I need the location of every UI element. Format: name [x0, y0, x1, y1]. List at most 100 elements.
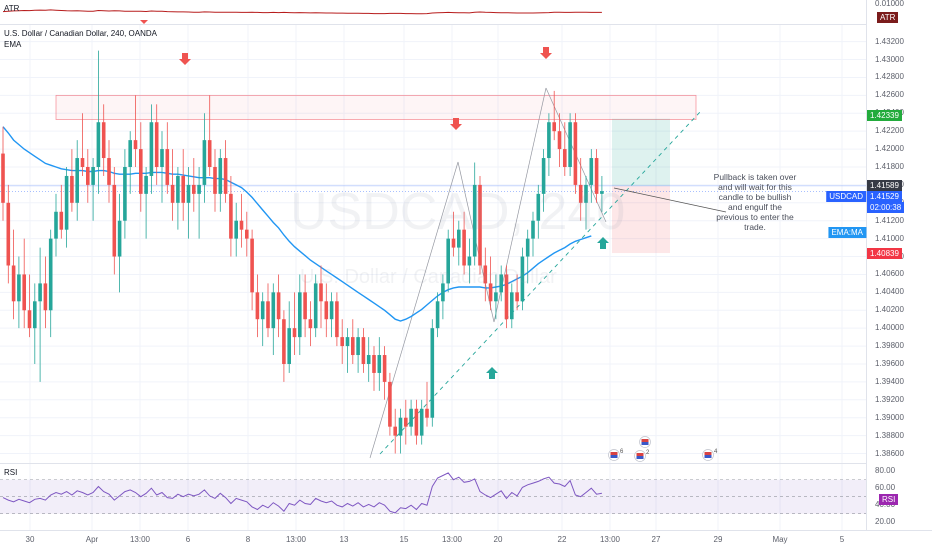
ema-line[interactable] [2, 126, 592, 322]
candle-body[interactable] [557, 131, 562, 150]
candle-body[interactable] [149, 122, 154, 176]
candle-body[interactable] [494, 292, 498, 302]
candle-body[interactable] [17, 274, 21, 302]
candle-body[interactable] [112, 184, 117, 257]
candle-body[interactable] [414, 408, 419, 436]
candle-body[interactable] [75, 158, 79, 203]
candle-body[interactable] [197, 184, 201, 194]
candle-body[interactable] [160, 149, 164, 167]
candle-body[interactable] [298, 292, 302, 338]
candle-body[interactable] [313, 283, 318, 329]
candle-body[interactable] [462, 229, 466, 266]
candle-body[interactable] [319, 283, 323, 302]
candle-body[interactable] [117, 220, 122, 257]
candle-body[interactable] [186, 184, 191, 203]
economic-event-count[interactable]: 6 [620, 449, 624, 455]
economic-event-count[interactable]: 4 [714, 449, 718, 455]
candle-body[interactable] [144, 175, 148, 194]
candle-body[interactable] [96, 122, 101, 167]
candle-body[interactable] [552, 122, 556, 132]
pattern-line[interactable] [369, 161, 459, 459]
candle-body[interactable] [154, 122, 159, 167]
candle-body[interactable] [547, 122, 551, 159]
candle-body[interactable] [563, 149, 567, 167]
candle-body[interactable] [356, 337, 360, 356]
candle-body[interactable] [393, 426, 397, 436]
candle-body[interactable] [48, 238, 53, 311]
candle-body[interactable] [467, 256, 472, 266]
candle-body[interactable] [430, 328, 435, 418]
sell-signal-arrow-icon[interactable] [450, 118, 462, 130]
candle-body[interactable] [510, 292, 514, 320]
candle-body[interactable] [388, 381, 392, 427]
atr-marker-icon[interactable] [140, 20, 148, 24]
buy-signal-arrow-icon[interactable] [486, 367, 498, 379]
candle-body[interactable] [457, 229, 461, 248]
rsi-line[interactable] [2, 472, 602, 514]
economic-event-flag-icon[interactable] [636, 456, 644, 459]
candle-body[interactable] [11, 265, 16, 302]
candle-body[interactable] [525, 238, 530, 257]
candle-body[interactable] [324, 301, 329, 320]
candle-body[interactable] [594, 158, 599, 194]
trendline-dashed[interactable] [379, 111, 701, 455]
candle-body[interactable] [59, 211, 64, 230]
candle-body[interactable] [292, 328, 297, 338]
candle-body[interactable] [488, 283, 493, 302]
candle-body[interactable] [170, 184, 175, 203]
candle-body[interactable] [6, 202, 11, 266]
trade-annotation-note[interactable]: Pullback is taken over and will wait for… [713, 172, 797, 232]
position-loss-zone[interactable] [612, 185, 670, 254]
candle-body[interactable] [139, 149, 143, 194]
candle-body[interactable] [64, 175, 69, 230]
candle-body[interactable] [133, 140, 138, 150]
candle-body[interactable] [27, 310, 32, 329]
time-axis[interactable]: 30 Apr 13:00 6 8 13:00 13 15 13:00 20 22 13:00 27 29 M… [0, 530, 932, 550]
candle-body[interactable] [404, 417, 408, 427]
price-axis[interactable]: 0.01000 1.43200 1.43000 1.42800 1.42600 1.42… [866, 0, 932, 530]
candle-body[interactable] [255, 292, 260, 320]
candle-body[interactable] [520, 256, 525, 302]
candle-body[interactable] [181, 175, 185, 203]
candle-body[interactable] [202, 140, 207, 185]
rsi-pane-divider[interactable] [0, 463, 932, 464]
candle-body[interactable] [38, 283, 42, 302]
candle-body[interactable] [260, 301, 265, 320]
economic-event-flag-icon[interactable] [636, 453, 644, 456]
candle-body[interactable] [377, 355, 382, 373]
economic-event-flag-icon[interactable] [641, 439, 649, 442]
symbol-title[interactable]: U.S. Dollar / Canadian Dollar, 240, OAND… [4, 29, 157, 38]
candle-body[interactable] [446, 238, 450, 284]
candle-body[interactable] [589, 158, 594, 185]
candle-body[interactable] [239, 220, 244, 230]
candle-body[interactable] [435, 301, 440, 329]
candle-body[interactable] [245, 229, 249, 239]
candle-body[interactable] [372, 355, 376, 373]
annotation-pointer-line[interactable] [613, 187, 727, 213]
candle-body[interactable] [303, 292, 307, 320]
candle-body[interactable] [541, 158, 546, 194]
candle-body[interactable] [218, 158, 223, 194]
candle-body[interactable] [123, 166, 127, 221]
candle-body[interactable] [425, 408, 429, 418]
candle-body[interactable] [176, 175, 180, 203]
candle-body[interactable] [578, 184, 583, 203]
sell-signal-arrow-icon[interactable] [540, 47, 552, 59]
candle-body[interactable] [234, 220, 238, 239]
economic-event-count[interactable]: 2 [646, 450, 650, 456]
candle-body[interactable] [531, 220, 535, 239]
candle-body[interactable] [287, 328, 291, 364]
chart-plot-area[interactable]: 6 2 4 [0, 0, 866, 530]
candle-body[interactable] [70, 175, 74, 203]
candle-body[interactable] [33, 301, 37, 329]
candle-body[interactable] [101, 122, 106, 159]
candle-body[interactable] [22, 274, 26, 311]
economic-event-flag-icon[interactable] [704, 455, 712, 458]
candle-body[interactable] [340, 337, 344, 347]
candle-body[interactable] [276, 292, 281, 320]
candle-body[interactable] [600, 191, 604, 194]
candle-body[interactable] [165, 149, 170, 185]
candle-body[interactable] [515, 292, 519, 302]
candle-body[interactable] [207, 140, 212, 167]
